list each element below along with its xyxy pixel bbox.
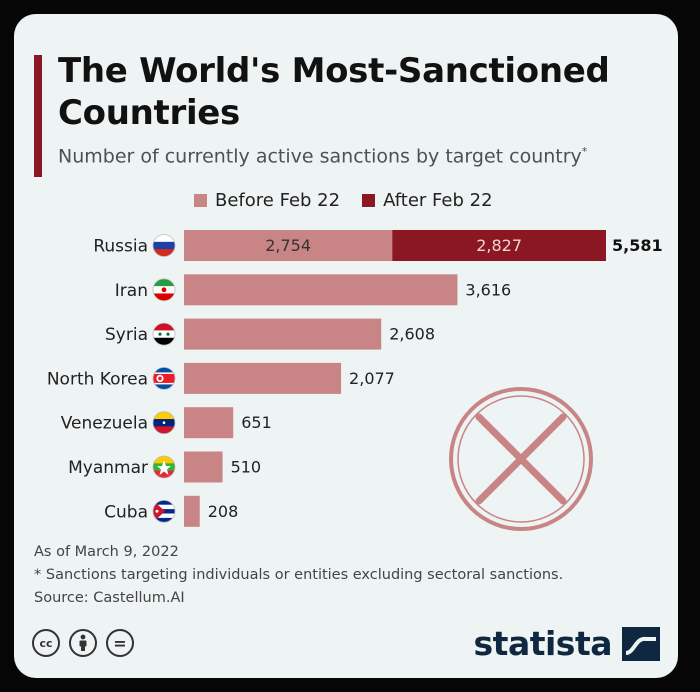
bar-before-iran [184,274,458,306]
total-label-myanmar: 510 [231,458,262,477]
flag-border [152,455,176,479]
chart-subtitle: Number of currently active sanctions by … [58,145,587,167]
legend: Before Feb 22 After Feb 22 [194,190,515,211]
x-circle-inner [457,395,585,523]
bar-before-cuba [184,495,200,527]
legend-swatch-before [194,194,207,207]
legend-label-after: After Feb 22 [383,190,493,211]
category-label-myanmar: Myanmar [68,458,148,478]
infographic-card: The World's Most-Sanctioned Countries Nu… [14,14,678,678]
nd-icon[interactable]: = [106,629,134,657]
flag-border [152,322,176,346]
total-label-russia: 5,581 [612,236,663,255]
statista-logo-icon [622,626,660,661]
flag-border [152,366,176,390]
cuba-flag-icon [153,500,175,523]
subtitle-footnote-mark: * [581,145,588,158]
syria-flag-icon [153,323,175,346]
subtitle-text: Number of currently active sanctions by … [58,145,582,168]
total-label-venezuela: 651 [241,413,272,432]
category-label-north-korea: North Korea [47,369,148,389]
bar-after-russia [392,230,606,261]
iran-flag-icon [153,278,175,301]
bar-before-russia [184,230,393,261]
myanmar-flag-icon [153,456,175,478]
category-label-iran: Iran [115,281,148,301]
total-label-syria: 2,608 [389,325,435,344]
total-label-north-korea: 2,077 [349,369,395,388]
total-label-iran: 3,616 [465,280,511,299]
total-label-cuba: 208 [208,502,239,521]
x-stroke-2 [475,413,567,505]
license-icons: cc = [32,629,143,657]
accent-bar [34,55,42,177]
person-glyph [79,634,87,651]
source-note: Source: Castellum.AI [34,590,185,606]
chart-title: The World's Most-Sanctioned Countries [58,51,610,133]
russia-flag-icon [153,234,175,257]
flag-border [152,278,176,302]
legend-label-before: Before Feb 22 [215,190,341,211]
flag-border [152,234,176,257]
cc-icon[interactable]: cc [32,629,60,657]
north-korea-flag-icon [153,367,175,390]
bar-chart: Russia 2,754 2,827 5,581 Iran 3,616 Syria 2,608… [47,230,663,531]
legend-swatch-after [362,194,376,207]
legend-item-before: Before Feb 22 [194,190,340,211]
statista-logo[interactable]: statista [474,624,660,663]
flag-border [152,499,176,523]
bar-before-north-korea [184,362,342,394]
bar-label-before-russia: 2,754 [265,236,311,255]
date-note: As of March 9, 2022 [34,544,179,560]
venezuela-flag-icon [153,411,175,434]
legend-item-after: After Feb 22 [362,190,493,211]
category-label-syria: Syria [105,325,148,345]
x-circle-icon [449,387,593,531]
bar-before-venezuela [184,407,234,439]
bar-label-after-russia: 2,827 [476,236,522,255]
category-label-venezuela: Venezuela [61,414,148,434]
footnote: * Sanctions targeting individuals or ent… [34,567,564,583]
category-label-russia: Russia [93,237,148,257]
category-label-cuba: Cuba [104,502,148,522]
brand-name: statista [473,624,613,663]
bar-before-syria [184,318,382,350]
bar-before-myanmar [184,451,223,483]
by-icon[interactable] [69,629,97,657]
flag-border [152,411,176,435]
